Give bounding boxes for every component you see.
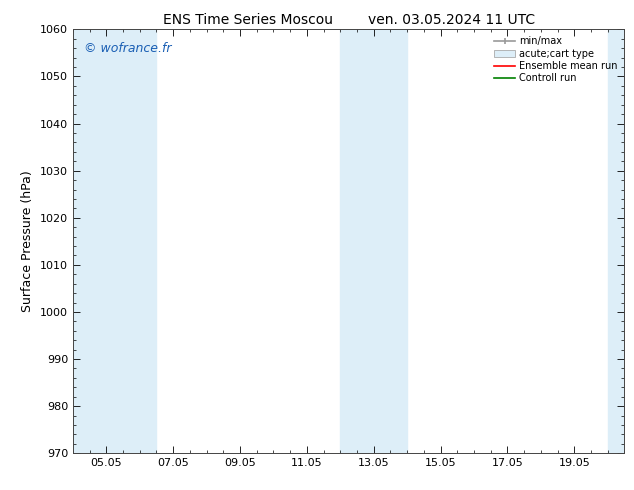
- Bar: [608, 29, 624, 453]
- Legend: min/max, acute;cart type, Ensemble mean run, Controll run: min/max, acute;cart type, Ensemble mean …: [490, 32, 621, 87]
- Y-axis label: Surface Pressure (hPa): Surface Pressure (hPa): [22, 171, 34, 312]
- Title: ENS Time Series Moscou        ven. 03.05.2024 11 UTC: ENS Time Series Moscou ven. 03.05.2024 1…: [163, 13, 534, 27]
- Bar: [340, 29, 407, 453]
- Bar: [73, 29, 157, 453]
- Text: © wofrance.fr: © wofrance.fr: [84, 42, 171, 55]
